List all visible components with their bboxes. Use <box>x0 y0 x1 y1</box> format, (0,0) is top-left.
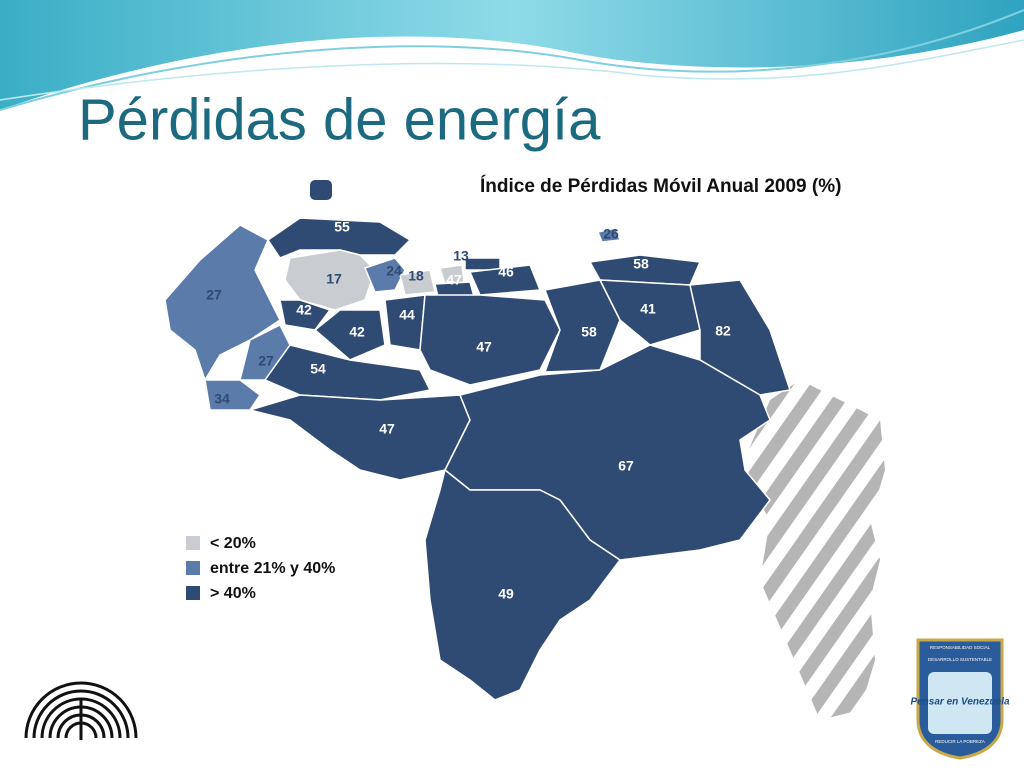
island <box>310 180 332 200</box>
region-label: 17 <box>326 271 342 287</box>
region-label: 54 <box>310 361 326 377</box>
region-label: 13 <box>453 248 469 264</box>
legend-label: entre 21% y 40% <box>210 560 335 577</box>
region <box>249 394 471 481</box>
region <box>689 279 791 396</box>
region-label: 55 <box>334 219 350 235</box>
badge: RESPONSABILIDAD SOCIAL DESARROLLO SUSTEN… <box>910 638 1010 760</box>
region-label: 44 <box>399 307 415 323</box>
region <box>599 279 701 346</box>
region-label: 24 <box>386 263 402 279</box>
region-label: 27 <box>258 353 274 369</box>
header-line <box>0 9 1024 111</box>
region <box>399 269 436 296</box>
badge-text: Pensar en Venezuela <box>910 697 1010 708</box>
region <box>267 217 411 259</box>
region-label: 26 <box>603 226 619 242</box>
disputed-area <box>740 380 885 720</box>
region-label: 49 <box>498 586 514 602</box>
region <box>469 264 541 296</box>
region-label: 47 <box>446 272 462 288</box>
region <box>597 227 621 243</box>
slide-title: Pérdidas de energía <box>78 87 601 152</box>
region-label: 67 <box>618 458 634 474</box>
legend-swatch <box>186 536 200 550</box>
region-label: 41 <box>640 301 656 317</box>
header-line <box>0 39 1024 101</box>
region <box>204 379 261 411</box>
badge-text: DESARROLLO SUSTENTABLE <box>928 657 992 662</box>
region-label: 27 <box>206 287 222 303</box>
legend-label: < 20% <box>210 535 256 552</box>
region <box>164 224 281 381</box>
region-label: 82 <box>715 323 731 339</box>
regions: 55 27 17 24 18 13 19 47 46 26 58 42 42 44 47 58 41 82 27 54… <box>164 217 791 701</box>
legend-label: > 40% <box>210 585 256 602</box>
region <box>424 469 621 701</box>
region <box>589 254 701 286</box>
region <box>314 309 386 361</box>
region-label: 34 <box>214 391 230 407</box>
university-logo <box>24 681 138 740</box>
badge-text: RESPONSABILIDAD SOCIAL <box>930 645 991 650</box>
region-label: 47 <box>476 339 492 355</box>
region <box>419 294 561 386</box>
badge-text: REDUCIR LA POBREZA <box>935 739 985 744</box>
region <box>464 257 501 271</box>
region-label: 47 <box>379 421 395 437</box>
map-title: Índice de Pérdidas Móvil Anual 2009 (%) <box>480 175 841 197</box>
region-label: 19 <box>483 238 499 254</box>
region-label: 58 <box>633 256 649 272</box>
region <box>279 299 331 331</box>
legend-swatch <box>186 561 200 575</box>
region-label: 46 <box>498 264 514 280</box>
region-label: 42 <box>296 302 312 318</box>
region-label: 58 <box>581 324 597 340</box>
region-label: 42 <box>349 324 365 340</box>
region <box>284 249 376 311</box>
region-label: 18 <box>408 268 424 284</box>
region <box>264 344 431 401</box>
legend: < 20% entre 21% y 40% > 40% <box>186 535 335 602</box>
region <box>364 257 406 293</box>
header-wave <box>0 0 1024 110</box>
legend-swatch <box>186 586 200 600</box>
